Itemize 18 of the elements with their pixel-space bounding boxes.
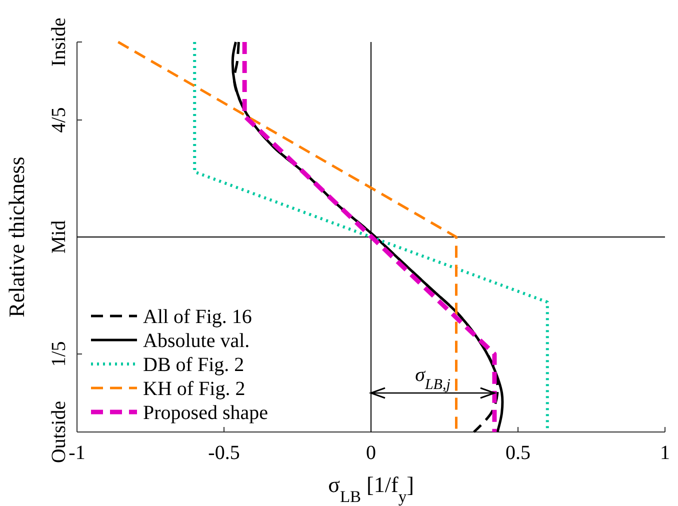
legend-label: DB of Fig. 2 [143, 354, 244, 376]
x-tick-label: 0.5 [506, 442, 530, 464]
x-tick-label: 0 [366, 442, 376, 464]
legend-label: All of Fig. 16 [143, 306, 252, 328]
x-tick-label: -1 [68, 442, 86, 464]
y-tick-label: Outside [48, 400, 70, 464]
annotation: σ$_{LB,j}$ [415, 364, 450, 393]
x-tick-label: -0.5 [208, 442, 240, 464]
x-tick-label: 1 [660, 442, 670, 464]
legend-label: Absolute val. [143, 330, 250, 352]
y-tick-label: 1/5 [48, 341, 70, 367]
x-axis-title: σ$_{LB}$ [1/f$_{y}$] [328, 472, 414, 506]
legend-label: KH of Fig. 2 [143, 378, 246, 400]
y-tick-label: Inside [48, 17, 70, 66]
y-axis-title: Relative thickness [4, 156, 29, 318]
legend-label: Proposed shape [143, 402, 268, 424]
y-tick-label: 4/5 [48, 107, 70, 133]
y-tick-label: Mid [48, 220, 70, 254]
